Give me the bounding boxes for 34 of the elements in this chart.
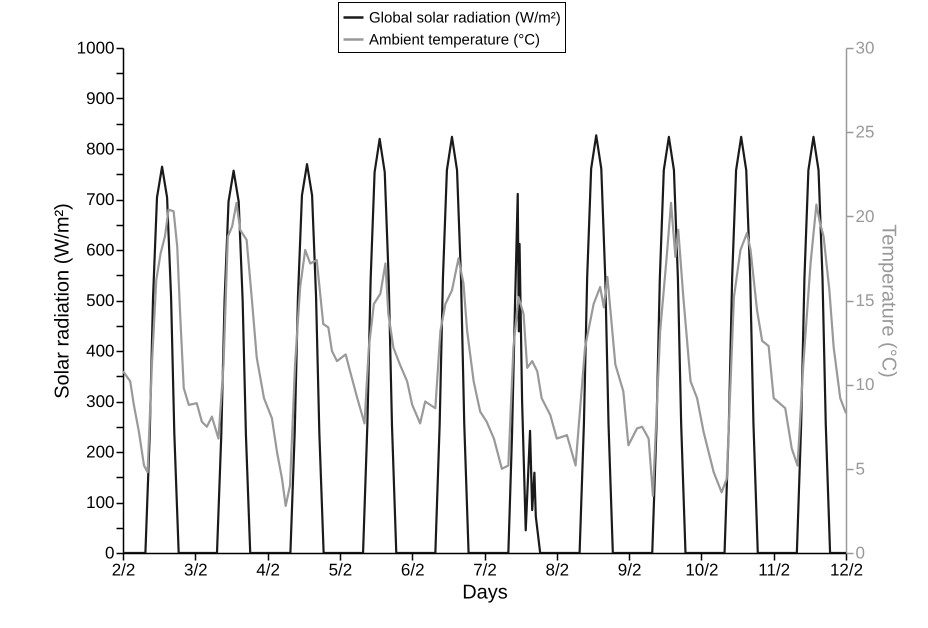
y-tick-label: 900 [86,89,114,108]
y-tick-label: 1000 [76,38,114,58]
x-tick-label: 3/2 [184,560,208,580]
legend-label: Ambient temperature (°C) [369,32,540,48]
y2-axis-title: Temperature (°C) [877,224,900,378]
y-tick-label: 0 [105,544,114,562]
y-tick-label: 700 [86,190,114,209]
x-tick-label: 4/2 [256,560,280,580]
y2-tick-label: 30 [856,38,874,58]
x-tick-label: 2/2 [112,560,136,580]
y2-tick-label: 10 [856,375,874,394]
y2-tick-label: 20 [856,206,874,226]
y-tick-label: 600 [86,240,114,260]
y2-tick-label: 25 [856,122,874,142]
x-tick-label: 11/2 [758,560,790,580]
y2-tick-label: 5 [856,459,865,478]
y2-tick-label: 0 [856,544,865,562]
x-tick-label: 12/2 [830,560,864,580]
legend-label: Global solar radiation (W/m²) [369,10,561,26]
x-tick-label: 9/2 [618,560,642,580]
y-tick-label: 200 [86,442,114,462]
y-tick-label: 400 [86,342,114,360]
y2-tick-label: 15 [856,291,874,310]
x-tick-label: 7/2 [473,560,497,580]
y-tick-label: 100 [86,493,114,512]
x-tick-label: 8/2 [545,560,570,580]
x-tick-label: 5/2 [328,560,352,580]
y-tick-label: 300 [86,392,114,411]
y-tick-label: 800 [86,140,114,158]
x-axis-title: Days [462,582,508,604]
y-tick-label: 500 [86,291,114,310]
y-axis-title: Solar radiation (W/m²) [52,203,74,399]
x-tick-label: 6/2 [400,560,425,580]
x-tick-label: 10/2 [685,560,718,580]
